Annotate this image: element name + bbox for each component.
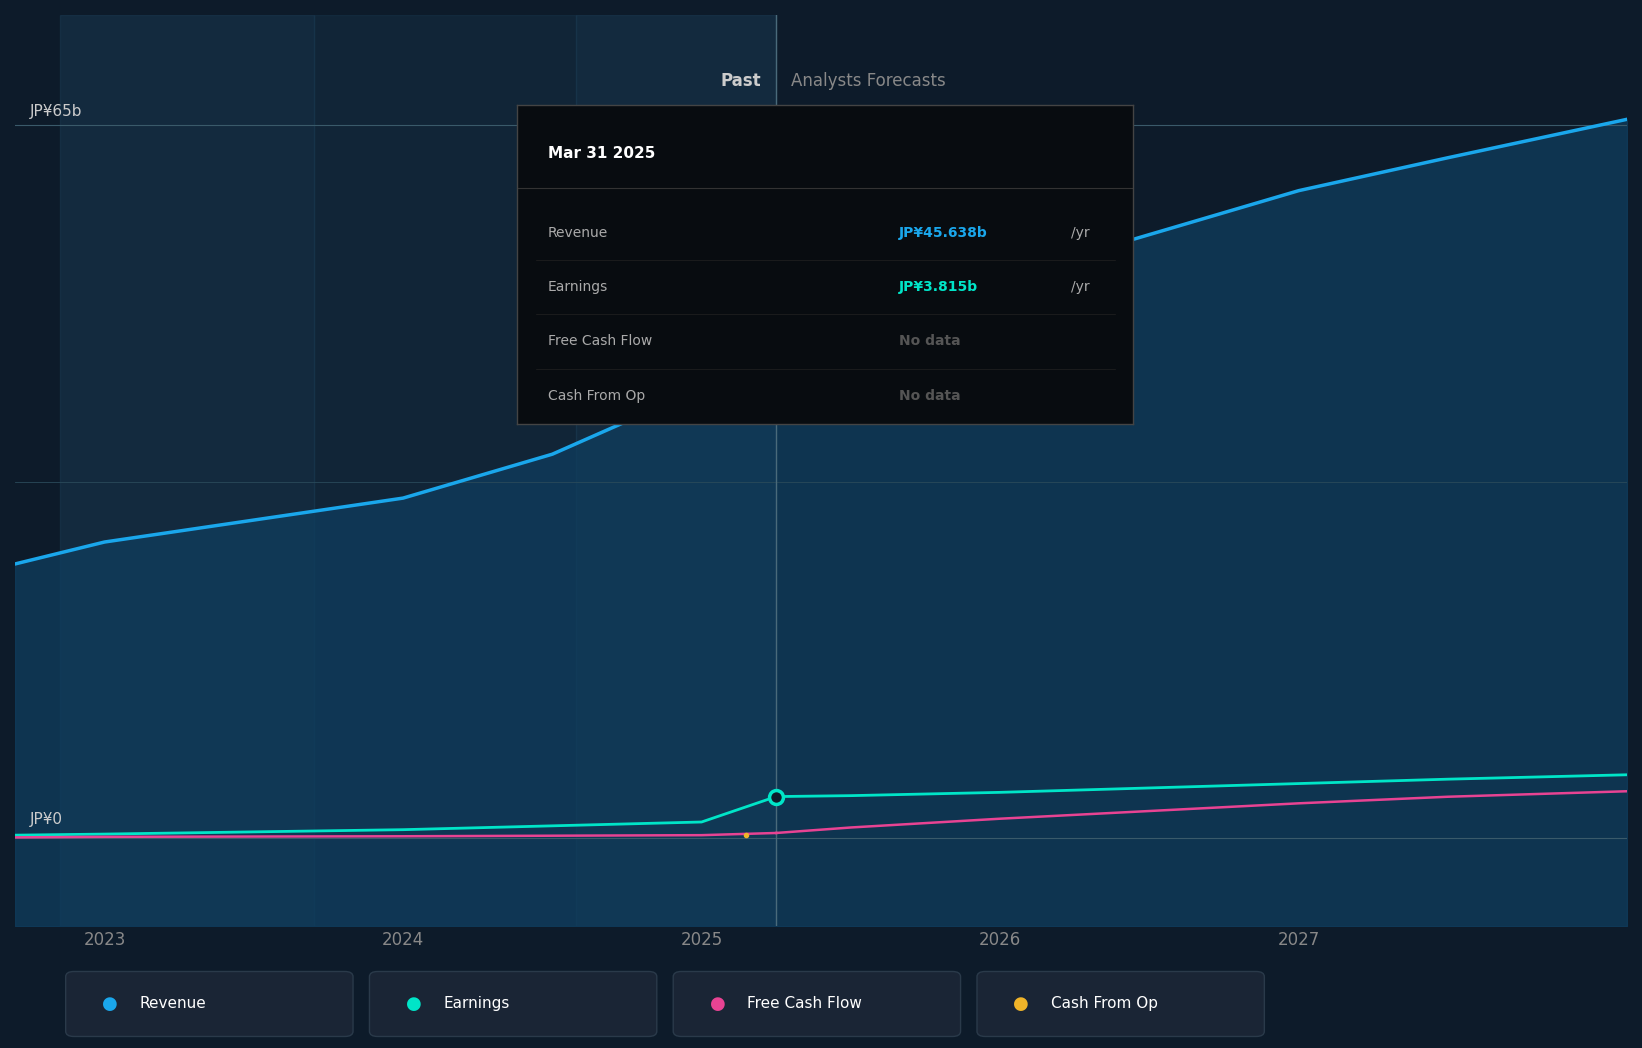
Text: Revenue: Revenue <box>548 225 608 240</box>
Text: ●: ● <box>102 995 118 1013</box>
Text: ●: ● <box>1013 995 1030 1013</box>
Text: Cash From Op: Cash From Op <box>1051 997 1158 1011</box>
Text: No data: No data <box>900 334 961 348</box>
Text: Free Cash Flow: Free Cash Flow <box>747 997 862 1011</box>
Text: Analysts Forecasts: Analysts Forecasts <box>791 72 946 90</box>
Text: No data: No data <box>900 389 961 402</box>
Text: JP¥45.638b: JP¥45.638b <box>900 225 988 240</box>
Text: Mar 31 2025: Mar 31 2025 <box>548 147 655 161</box>
Text: Earnings: Earnings <box>548 280 608 294</box>
Text: ●: ● <box>406 995 422 1013</box>
Text: Cash From Op: Cash From Op <box>548 389 645 402</box>
Text: Free Cash Flow: Free Cash Flow <box>548 334 652 348</box>
Text: /yr: /yr <box>1072 280 1090 294</box>
Bar <box>314 15 576 926</box>
Text: /yr: /yr <box>1072 225 1090 240</box>
Text: JP¥0: JP¥0 <box>30 812 62 828</box>
Text: ●: ● <box>709 995 726 1013</box>
Text: Earnings: Earnings <box>443 997 509 1011</box>
Bar <box>576 15 777 926</box>
Text: JP¥65b: JP¥65b <box>30 105 82 119</box>
Text: Past: Past <box>721 72 762 90</box>
Bar <box>59 15 314 926</box>
Text: Revenue: Revenue <box>140 997 207 1011</box>
Text: JP¥3.815b: JP¥3.815b <box>900 280 979 294</box>
